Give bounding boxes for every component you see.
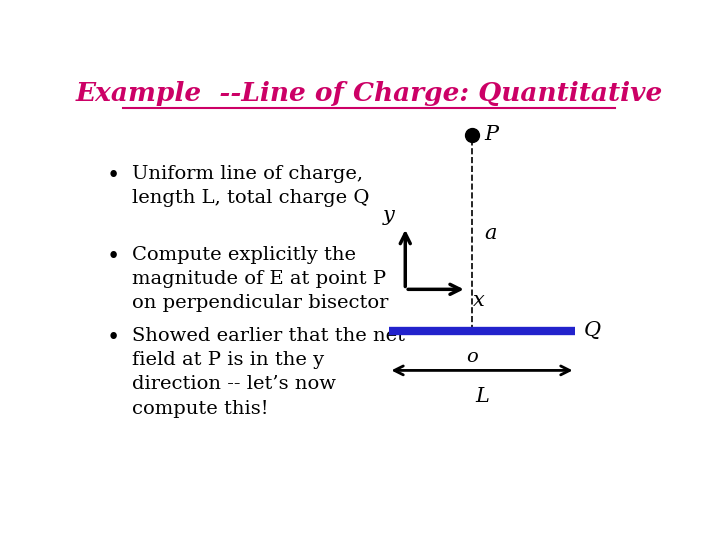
Text: Showed earlier that the net
field at P is in the y
direction -- let’s now
comput: Showed earlier that the net field at P i… (132, 327, 405, 417)
Text: x: x (473, 292, 485, 310)
Text: L: L (475, 387, 489, 406)
Text: o: o (467, 348, 478, 366)
Text: y: y (382, 206, 394, 225)
Text: P: P (485, 125, 498, 144)
Text: •: • (107, 327, 120, 349)
Text: Uniform line of charge,
length L, total charge Q: Uniform line of charge, length L, total … (132, 165, 369, 207)
Text: Example  --Line of Charge: Quantitative: Example --Line of Charge: Quantitative (76, 82, 662, 106)
Text: a: a (485, 224, 497, 242)
Text: Q: Q (584, 321, 601, 340)
Text: •: • (107, 165, 120, 187)
Text: •: • (107, 246, 120, 268)
Text: Compute explicitly the
magnitude of E at point P
on perpendicular bisector: Compute explicitly the magnitude of E at… (132, 246, 388, 312)
